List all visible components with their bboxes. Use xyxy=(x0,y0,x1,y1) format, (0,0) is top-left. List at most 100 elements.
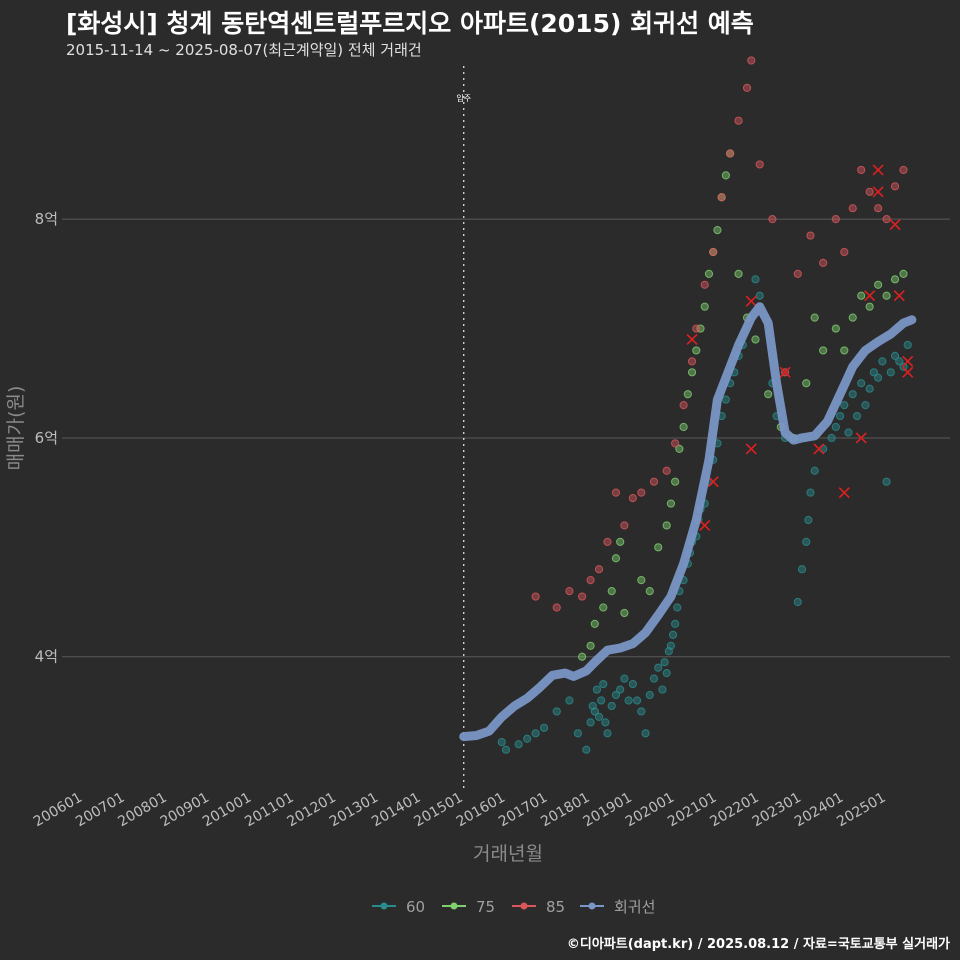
point-60 xyxy=(597,696,606,705)
crossed-point xyxy=(779,366,791,378)
point-60 xyxy=(899,362,908,371)
point-75 xyxy=(671,477,680,486)
point-85 xyxy=(679,401,688,410)
point-85 xyxy=(890,182,900,191)
point-75 xyxy=(586,641,595,650)
point-60 xyxy=(666,641,676,650)
point-85 xyxy=(734,116,743,125)
point-75 xyxy=(857,291,866,300)
point-85 xyxy=(531,592,540,601)
cross-stroke xyxy=(699,519,711,532)
crossed-point xyxy=(855,432,867,444)
point-60 xyxy=(806,488,815,497)
y-axis-title: 매매가(원) xyxy=(5,386,27,471)
point-60 xyxy=(632,696,642,705)
point-60 xyxy=(882,477,891,486)
point-60 xyxy=(658,685,667,694)
cross-stroke xyxy=(855,432,867,444)
cross-stroke xyxy=(686,333,698,346)
point-60 xyxy=(804,515,813,525)
legend-item: 75 xyxy=(442,898,495,916)
cross-stroke xyxy=(813,443,825,455)
regression-line-group xyxy=(459,302,917,742)
point-85 xyxy=(726,149,735,158)
point-75 xyxy=(734,269,743,278)
legend-label: 75 xyxy=(476,898,495,916)
point-60 xyxy=(603,729,612,738)
point-60 xyxy=(668,630,678,639)
chart-subtitle: 2015-11-14 ~ 2025-08-07(최근계약일) 전체 거래건 xyxy=(66,41,422,59)
point-75 xyxy=(704,269,714,278)
cross-stroke xyxy=(893,290,905,302)
point-60 xyxy=(852,411,862,421)
legend-item: 85 xyxy=(512,898,565,916)
chart-title: [화성시] 청계 동탄역센트럴푸르지오 아파트(2015) 회귀선 예측 xyxy=(66,9,754,38)
point-85 xyxy=(662,466,671,475)
point-75 xyxy=(819,346,828,355)
point-85 xyxy=(768,215,777,224)
point-60 xyxy=(660,658,669,667)
crossed-points xyxy=(686,164,914,532)
point-75 xyxy=(654,543,663,552)
x-axis-ticks: 2006012007012008012009012010012011012012… xyxy=(31,790,889,831)
crossed-point xyxy=(745,295,757,307)
point-60 xyxy=(857,379,866,388)
legend-marker xyxy=(588,902,596,910)
point-75 xyxy=(721,171,730,180)
crossed-point xyxy=(838,487,850,499)
crossed-point xyxy=(864,290,876,302)
point-60 xyxy=(607,701,616,711)
chart-caption: ©디아파트(dapt.kr) / 2025.08.12 / 자료=국토교통부 실… xyxy=(566,937,950,952)
cross-stroke xyxy=(779,366,791,378)
regression-line xyxy=(459,302,917,742)
point-85 xyxy=(637,488,646,497)
point-75 xyxy=(616,537,625,546)
point-75 xyxy=(713,225,722,235)
cross-stroke xyxy=(902,366,914,378)
point-60 xyxy=(831,422,840,432)
reference-line-group: 입주 xyxy=(456,66,471,788)
point-75 xyxy=(620,608,629,618)
point-60 xyxy=(848,390,857,399)
point-85 xyxy=(755,160,764,169)
cross-stroke xyxy=(864,290,876,302)
point-75 xyxy=(683,390,692,399)
point-60 xyxy=(827,433,836,443)
cross-stroke xyxy=(889,219,901,231)
point-60 xyxy=(721,395,730,404)
crossed-point xyxy=(872,164,884,176)
point-60 xyxy=(552,707,561,716)
legend: 60 75 85 회귀선 xyxy=(372,898,655,916)
point-60 xyxy=(497,737,506,747)
point-85 xyxy=(831,215,840,224)
point-60 xyxy=(592,685,602,694)
point-60 xyxy=(594,712,604,721)
crossed-point xyxy=(707,476,719,488)
point-60 xyxy=(751,275,760,284)
reference-line-label: 입주 xyxy=(456,94,471,103)
point-75 xyxy=(645,586,654,596)
crossed-point xyxy=(889,219,901,231)
point-60 xyxy=(895,357,904,366)
point-60 xyxy=(878,357,887,366)
point-85 xyxy=(747,56,756,65)
point-60 xyxy=(662,669,671,678)
point-85 xyxy=(742,83,752,92)
point-75 xyxy=(848,313,857,322)
point-75 xyxy=(764,390,773,399)
crossed-point xyxy=(686,333,698,346)
point-60 xyxy=(601,718,610,727)
point-60 xyxy=(861,401,870,410)
point-75 xyxy=(637,576,646,585)
y-tick-label: 8억 xyxy=(35,210,58,228)
legend-marker xyxy=(520,902,528,910)
point-60 xyxy=(573,729,582,738)
point-85 xyxy=(611,488,621,497)
point-85 xyxy=(865,187,874,196)
x-tick-label: 202501 xyxy=(834,790,888,831)
point-60 xyxy=(793,597,802,607)
point-85 xyxy=(882,215,891,224)
point-60 xyxy=(590,707,599,716)
y-tick-label: 6억 xyxy=(35,429,58,447)
